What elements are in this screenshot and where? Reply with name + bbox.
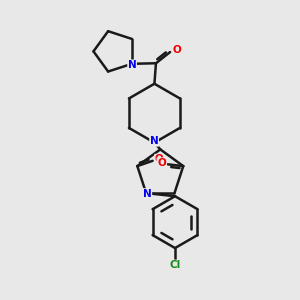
Text: O: O — [157, 158, 166, 168]
Text: N: N — [128, 60, 136, 70]
Text: N: N — [143, 189, 152, 199]
Text: O: O — [172, 45, 181, 55]
Text: O: O — [155, 154, 164, 164]
Text: N: N — [150, 136, 158, 146]
Text: Cl: Cl — [169, 260, 181, 270]
